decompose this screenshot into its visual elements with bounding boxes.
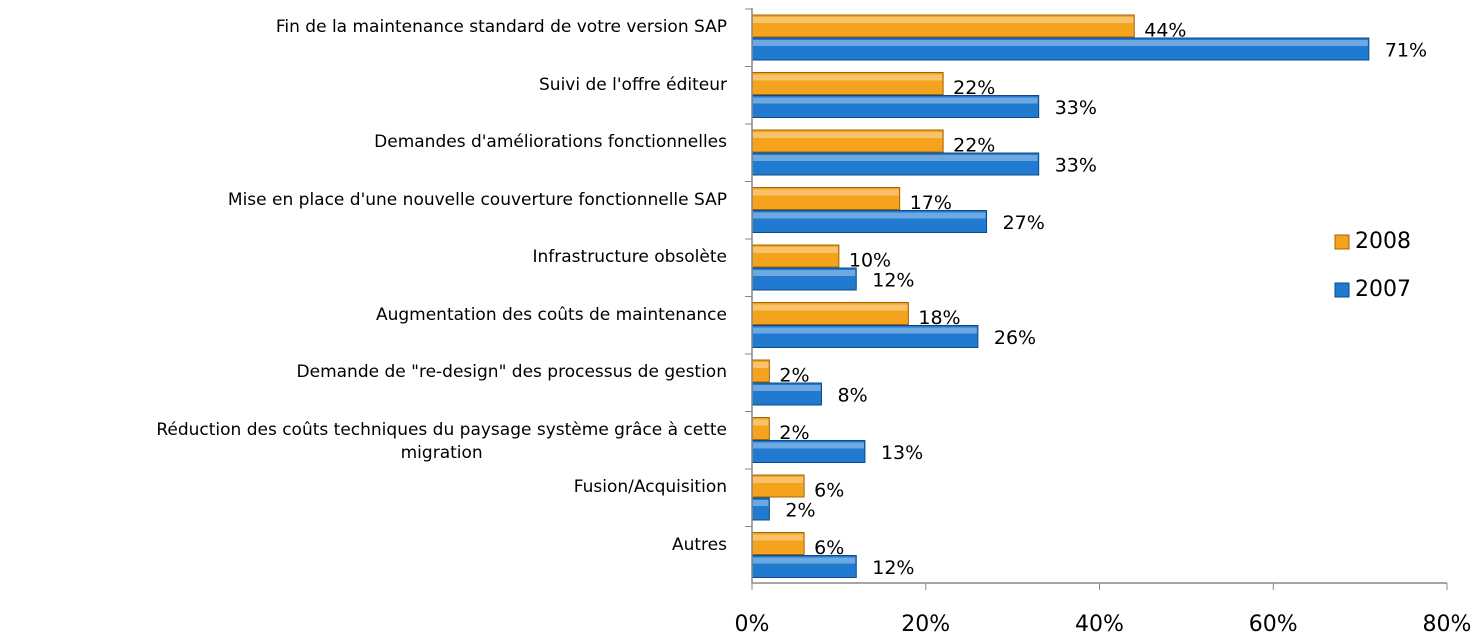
data-label: 27% — [1003, 212, 1045, 234]
category-label: Fin de la maintenance standard de votre … — [0, 16, 727, 39]
bar-shine — [753, 362, 769, 368]
category-label: Infrastructure obsolète — [0, 246, 728, 269]
data-label: 71% — [1385, 40, 1427, 62]
category-text: Demandes d'améliorations fonctionnelles — [374, 132, 727, 152]
legend-swatch — [1334, 234, 1350, 250]
data-label: 10% — [849, 250, 891, 272]
category-label: Réduction des coûts techniques du paysag… — [0, 419, 727, 465]
bar-shine — [753, 189, 899, 196]
category-label: Demandes d'améliorations fonctionnelles — [0, 131, 727, 154]
bar-shine — [753, 385, 821, 391]
x-tick-label: 60% — [1249, 612, 1298, 637]
data-label: 22% — [953, 135, 995, 157]
category-text: Autres — [671, 534, 727, 555]
data-label: 22% — [953, 77, 995, 99]
bar-shine — [753, 212, 986, 219]
data-label: 33% — [1055, 97, 1097, 119]
x-tick-label: 20% — [901, 612, 950, 637]
bar-shine — [753, 155, 1038, 161]
x-tick-label: 0% — [735, 612, 770, 637]
category-label: Mise en place d'une nouvelle couverture … — [0, 189, 727, 212]
bar-shine — [753, 97, 1038, 104]
data-label: 6% — [814, 480, 844, 502]
category-text: Fin de la maintenance standard de votre … — [275, 17, 727, 37]
x-tick-label: 40% — [1075, 612, 1124, 637]
data-label: 2% — [779, 365, 809, 387]
category-label: Fusion/Acquisition — [0, 476, 727, 499]
bar-shine — [753, 442, 864, 449]
category-text: Réduction des coûts techniques du paysag… — [156, 419, 727, 463]
x-tick-label: 80% — [1423, 612, 1472, 637]
bar-shine — [753, 557, 856, 564]
bar-shine — [753, 247, 838, 253]
category-text: Augmentation des coûts de maintenance — [375, 304, 727, 325]
bar-shine — [753, 270, 856, 276]
legend-swatch — [1334, 282, 1350, 298]
data-label: 17% — [910, 192, 952, 214]
bar-shine — [753, 327, 977, 334]
data-label: 13% — [881, 442, 923, 464]
bar-shine — [753, 534, 804, 541]
legend-label: 2008 — [1355, 229, 1411, 254]
legend-label: 2007 — [1355, 277, 1411, 302]
data-label: 44% — [1144, 20, 1186, 42]
category-label: Augmentation des coûts de maintenance — [0, 304, 727, 327]
category-text: Infrastructure obsolète — [532, 247, 728, 267]
category-label: Autres — [0, 534, 727, 557]
data-label: 18% — [918, 307, 960, 329]
data-label: 6% — [814, 537, 844, 559]
category-text: Suivi de l'offre éditeur — [539, 74, 727, 95]
bar-shine — [753, 132, 943, 138]
data-label: 12% — [872, 557, 914, 579]
data-label: 2% — [785, 500, 815, 522]
category-text: Demande de "re-design" des processus de … — [296, 362, 727, 382]
data-label: 8% — [838, 385, 868, 407]
category-label: Suivi de l'offre éditeur — [0, 74, 727, 97]
data-label: 33% — [1055, 155, 1097, 177]
category-text: Fusion/Acquisition — [573, 477, 727, 497]
category-text: Mise en place d'une nouvelle couverture … — [227, 189, 727, 210]
bar-shine — [753, 17, 1134, 23]
bar-shine — [753, 304, 908, 311]
bar-shine — [753, 477, 804, 483]
category-label: Demande de "re-design" des processus de … — [0, 361, 727, 384]
bar-shine — [753, 74, 943, 81]
data-label: 12% — [872, 270, 914, 292]
bar-shine — [753, 500, 769, 506]
bar-shine — [753, 40, 1368, 46]
data-label: 26% — [994, 327, 1036, 349]
bar-shine — [753, 419, 769, 426]
data-label: 2% — [779, 422, 809, 444]
